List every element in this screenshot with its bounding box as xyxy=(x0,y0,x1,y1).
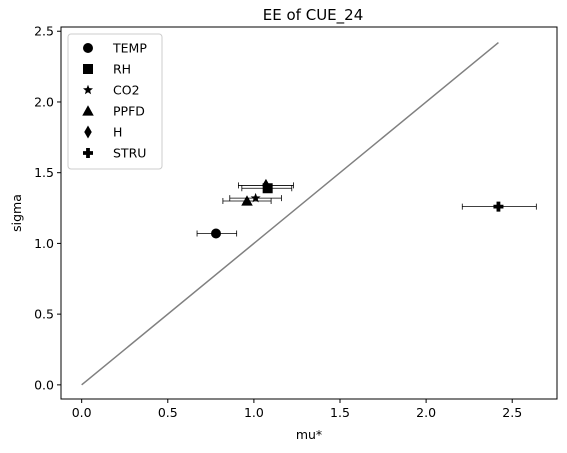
x-tick-label: 0.0 xyxy=(72,405,92,420)
chart-title: EE of CUE_24 xyxy=(263,6,363,25)
x-tick-label: 1.0 xyxy=(244,405,264,420)
y-tick-label: 0.5 xyxy=(34,307,54,322)
legend-label-h: H xyxy=(113,125,122,140)
data-point-stru xyxy=(493,201,504,212)
legend-label-stru: STRU xyxy=(113,146,146,161)
x-axis-label: mu* xyxy=(296,427,322,442)
legend: TEMP RH CO2 PPFD H STRU xyxy=(67,33,163,170)
x-tick-label: 2.5 xyxy=(502,405,522,420)
legend-marker-co2 xyxy=(83,84,93,95)
legend-label-ppfd: PPFD xyxy=(113,104,145,119)
data-point-co2 xyxy=(250,192,261,203)
legend-marker-h xyxy=(84,125,92,139)
marker-layer xyxy=(211,178,504,239)
x-axis: 0.0 0.5 1.0 1.5 2.0 2.5 xyxy=(72,399,522,420)
y-tick-label: 1.0 xyxy=(34,236,54,251)
legend-marker-stru xyxy=(83,148,93,158)
x-tick-label: 2.0 xyxy=(416,405,436,420)
y-tick-label: 0.0 xyxy=(34,377,54,392)
data-point-h xyxy=(262,178,270,192)
y-tick-label: 1.5 xyxy=(34,165,54,180)
reference-line-layer xyxy=(81,41,499,386)
y-tick-label: 2.5 xyxy=(34,24,54,39)
plot-area xyxy=(60,26,558,400)
legend-label-co2: CO2 xyxy=(113,83,140,98)
data-point-ppfd xyxy=(241,195,253,206)
legend-label-temp: TEMP xyxy=(112,41,147,56)
legend-label-rh: RH xyxy=(113,62,131,77)
legend-marker-temp xyxy=(83,43,93,53)
legend-marker-rh xyxy=(83,64,93,74)
legend-marker-ppfd xyxy=(82,105,94,116)
reference-line xyxy=(81,41,499,386)
x-tick-label: 1.5 xyxy=(330,405,350,420)
x-tick-label: 0.5 xyxy=(158,405,178,420)
y-axis-label: sigma xyxy=(9,194,24,232)
y-axis: 0.0 0.5 1.0 1.5 2.0 2.5 xyxy=(34,24,61,392)
data-point-temp xyxy=(211,228,221,239)
y-tick-label: 2.0 xyxy=(34,94,54,109)
